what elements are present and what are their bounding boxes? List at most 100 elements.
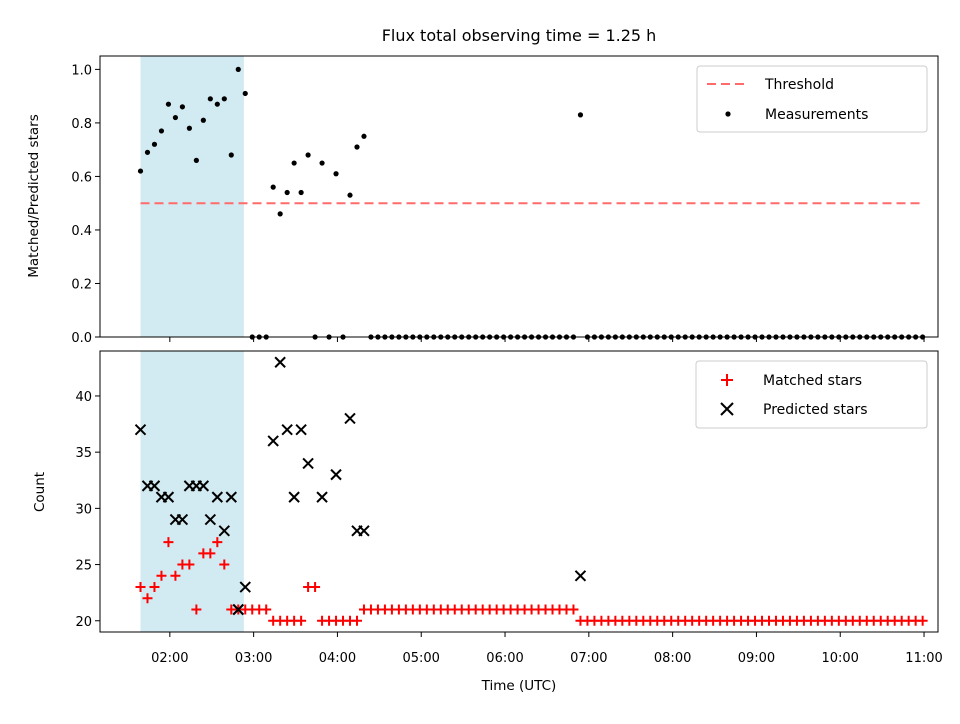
x-tick-label: 03:00 xyxy=(235,651,272,666)
matched-legend-label: Matched stars xyxy=(763,373,862,389)
matched-point xyxy=(170,570,181,581)
predicted-point xyxy=(197,480,210,492)
predicted-point xyxy=(218,525,231,537)
measurement-point xyxy=(305,152,311,158)
measurement-point xyxy=(221,96,227,102)
bottom-y-label: Count xyxy=(32,472,48,512)
measurement-point xyxy=(228,152,234,158)
predicted-point xyxy=(574,570,587,582)
measurement-point xyxy=(291,160,297,166)
measurement-point xyxy=(172,114,179,121)
predicted-legend-label: Predicted stars xyxy=(763,402,868,418)
predicted-point xyxy=(134,423,147,436)
top-y-tick-label: 0.6 xyxy=(71,170,92,185)
matched-point xyxy=(135,582,146,593)
top-legend-box xyxy=(696,65,928,133)
matched-points xyxy=(135,537,928,626)
bottom-y-tick-label: 35 xyxy=(75,446,92,461)
predicted-legend-icon xyxy=(720,402,734,416)
predicted-point xyxy=(288,491,300,503)
measurement-point xyxy=(347,192,353,198)
predicted-point xyxy=(267,435,279,447)
predicted-point xyxy=(316,491,328,503)
measurement-point xyxy=(235,66,241,72)
x-tick-label: 04:00 xyxy=(319,651,356,666)
predicted-points xyxy=(134,356,587,616)
measurement-point xyxy=(577,112,584,118)
predicted-point xyxy=(211,491,224,503)
matched-legend-icon xyxy=(721,374,733,386)
measurement-point xyxy=(319,160,325,166)
x-tick-label: 07:00 xyxy=(570,651,607,666)
matched-point xyxy=(156,570,167,581)
measurement-point xyxy=(151,141,158,147)
matched-point xyxy=(568,604,579,615)
top-shaded-span xyxy=(140,56,244,337)
measurement-point xyxy=(242,90,248,97)
measurement-point xyxy=(333,171,339,177)
predicted-point xyxy=(302,457,314,470)
measurement-point xyxy=(144,149,151,155)
measurement-point xyxy=(270,184,276,190)
predicted-point xyxy=(295,423,307,436)
top-y-tick-label: 0.2 xyxy=(71,277,92,292)
bottom-x-axis: 02:00 03:00 04:00 05:00 06:00 07:00 08:00 09:00… xyxy=(151,632,943,666)
matched-point xyxy=(191,604,202,615)
predicted-point xyxy=(358,525,370,537)
predicted-point xyxy=(162,491,175,503)
bottom-y-tick-label: 40 xyxy=(75,390,92,405)
measurement-point xyxy=(214,101,220,107)
measurement-point xyxy=(277,211,283,217)
measurement-point xyxy=(186,125,192,131)
bottom-y-tick-label: 30 xyxy=(75,502,92,517)
x-tick-label: 02:00 xyxy=(151,651,188,666)
x-tick-label: 08:00 xyxy=(654,651,691,666)
measurement-point xyxy=(354,144,360,150)
predicted-point xyxy=(148,480,161,492)
bottom-legend: Matched stars Predicted stars xyxy=(695,360,928,429)
predicted-point xyxy=(344,412,356,425)
matched-point xyxy=(142,593,153,604)
predicted-point xyxy=(274,356,286,368)
top-y-tick-label: 1.0 xyxy=(71,63,92,78)
predicted-point xyxy=(232,603,244,616)
predicted-point xyxy=(176,513,189,526)
x-axis-label: Time (UTC) xyxy=(481,678,557,694)
x-tick-label: 11:00 xyxy=(905,651,942,666)
measurement-point xyxy=(284,189,290,196)
bottom-axes-frame xyxy=(99,350,939,633)
predicted-point xyxy=(330,468,342,481)
top-y-label: Matched/Predicted stars xyxy=(26,114,42,277)
matched-point xyxy=(261,604,272,615)
matched-point xyxy=(212,537,223,548)
bottom-y-tick-label: 25 xyxy=(75,559,92,574)
top-y-tick-label: 0.0 xyxy=(71,331,92,346)
threshold-legend-label: Threshold xyxy=(764,77,834,93)
top-panel: 0.0 0.2 0.4 0.6 0.8 1.0 Matched/Predicted sta… xyxy=(26,55,939,346)
top-legend: Threshold Measurements xyxy=(696,65,928,133)
predicted-point xyxy=(204,513,217,526)
predicted-point xyxy=(225,491,237,503)
bottom-y-axis: 20 25 30 35 40 xyxy=(75,390,100,630)
predicted-point xyxy=(281,423,293,436)
x-tick-label: 06:00 xyxy=(486,651,523,666)
x-tick-label: 09:00 xyxy=(738,651,775,666)
top-y-tick-label: 0.8 xyxy=(71,117,92,132)
top-axes-frame xyxy=(99,55,939,338)
chart-title: Flux total observing time = 1.25 h xyxy=(382,26,657,45)
top-y-axis: 0.0 0.2 0.4 0.6 0.8 1.0 xyxy=(71,63,100,346)
bottom-panel: 20 25 30 35 40 02:00 03:00 04:00 05:00 06:00 07:0… xyxy=(32,350,943,694)
bottom-y-tick-label: 20 xyxy=(75,615,92,630)
bottom-shaded-span xyxy=(140,351,244,632)
measurement-point xyxy=(361,133,367,139)
matched-point xyxy=(296,615,307,626)
measurement-point xyxy=(207,96,213,102)
measurement-legend-label: Measurements xyxy=(765,107,868,123)
matched-point xyxy=(205,548,216,559)
x-tick-label: 05:00 xyxy=(402,651,439,666)
measurement-point xyxy=(298,189,304,196)
x-tick-label: 10:00 xyxy=(821,651,858,666)
matched-point xyxy=(163,537,174,548)
measurement-point xyxy=(193,157,199,163)
